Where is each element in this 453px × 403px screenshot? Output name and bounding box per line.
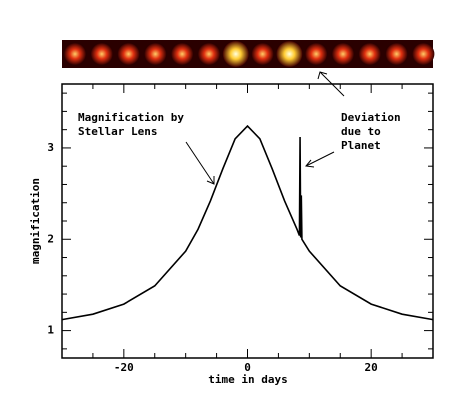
strip-arrowhead — [317, 71, 328, 80]
annotation: due to — [341, 125, 381, 138]
y-tick-label: 1 — [47, 324, 54, 337]
x-tick-label: 0 — [244, 361, 251, 374]
image-blob — [222, 41, 249, 67]
image-blob — [171, 43, 194, 65]
image-blob — [90, 43, 113, 65]
lens-arrow — [185, 141, 215, 185]
image-blob — [412, 43, 435, 65]
x-tick-label: -20 — [114, 361, 134, 374]
y-axis-label: magnification — [29, 178, 42, 264]
annotation: Deviation — [341, 111, 401, 124]
annotation: Stellar Lens — [78, 125, 157, 138]
annotation: Magnification by — [78, 111, 184, 124]
image-blob — [276, 41, 303, 67]
annotation: Planet — [341, 139, 381, 152]
lens-arrowhead — [206, 176, 215, 185]
image-blob — [144, 43, 167, 65]
image-blob — [117, 43, 140, 65]
image-blob — [64, 43, 86, 65]
x-axis-label: time in days — [208, 373, 287, 386]
image-blob — [305, 43, 328, 65]
image-blob — [385, 43, 408, 65]
y-tick-label: 2 — [47, 232, 54, 245]
image-blobs — [64, 41, 435, 67]
light-curve — [61, 124, 434, 321]
planet-arrow — [305, 151, 335, 167]
image-blob — [198, 43, 220, 65]
image-blob — [358, 43, 381, 65]
image-blob — [332, 43, 354, 65]
y-tick-label: 3 — [47, 141, 54, 154]
x-tick-label: 20 — [365, 361, 378, 374]
image-blob — [251, 43, 274, 65]
planet-arrowhead — [305, 159, 315, 168]
